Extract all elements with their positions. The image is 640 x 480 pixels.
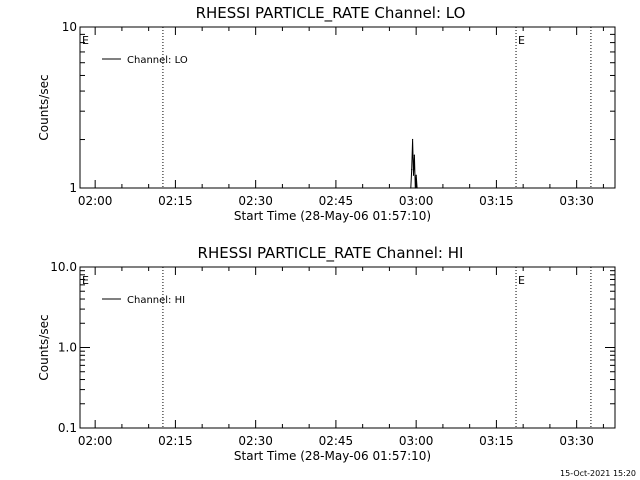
data-point <box>413 154 415 156</box>
event-marker-label: E <box>82 34 89 47</box>
x-tick-label: 02:15 <box>158 194 193 208</box>
x-tick-label: 02:45 <box>319 434 354 448</box>
x-tick-label: 02:30 <box>238 434 273 448</box>
legend-label: Channel: HI <box>127 295 185 306</box>
x-tick-label: 02:45 <box>319 194 354 208</box>
x-tick-label: 03:15 <box>479 194 514 208</box>
data-point <box>410 187 412 189</box>
x-tick-label: 03:30 <box>559 434 594 448</box>
plot-frame <box>79 266 616 429</box>
chart-title: RHESSI PARTICLE_RATE Channel: HI <box>198 244 464 263</box>
x-axis-label: Start Time (28-May-06 01:57:10) <box>234 449 431 463</box>
timestamp-label: 15-Oct-2021 15:20 <box>560 469 636 478</box>
event-marker-label: E <box>518 274 525 287</box>
x-axis-label: Start Time (28-May-06 01:57:10) <box>234 209 431 223</box>
y-tick-label: 10.0 <box>50 260 77 274</box>
event-marker-label: E <box>82 274 89 287</box>
data-point <box>414 187 416 189</box>
x-tick-label: 03:15 <box>479 434 514 448</box>
x-tick-label: 03:00 <box>399 194 434 208</box>
y-tick-label: 10 <box>62 20 77 34</box>
y-tick-label: 1 <box>69 181 77 195</box>
x-tick-label: 03:00 <box>399 434 434 448</box>
data-point <box>411 169 413 171</box>
legend-label: Channel: LO <box>127 55 188 66</box>
series-line <box>410 139 418 189</box>
data-point <box>415 174 417 176</box>
y-axis-label: Counts/sec <box>37 74 51 140</box>
data-point <box>411 138 414 141</box>
x-tick-label: 02:15 <box>158 434 193 448</box>
plot-frame <box>79 26 616 189</box>
chart-2: RHESSI PARTICLE_RATE Channel: HI 02:00 02:… <box>37 244 616 463</box>
chart-1: RHESSI PARTICLE_RATE Channel: LO 02:00 02:… <box>37 4 616 223</box>
y-tick-label: 0.1 <box>58 421 77 435</box>
data-point <box>412 174 415 176</box>
y-tick-label: 1.0 <box>58 341 77 355</box>
data-point <box>416 187 418 189</box>
event-marker-label: E <box>518 34 525 47</box>
x-tick-label: 02:00 <box>78 194 113 208</box>
x-tick-label: 03:30 <box>559 194 594 208</box>
y-axis-label: Counts/sec <box>37 314 51 380</box>
chart-title: RHESSI PARTICLE_RATE Channel: LO <box>196 4 466 23</box>
x-tick-label: 02:00 <box>78 434 113 448</box>
x-tick-label: 02:30 <box>238 194 273 208</box>
